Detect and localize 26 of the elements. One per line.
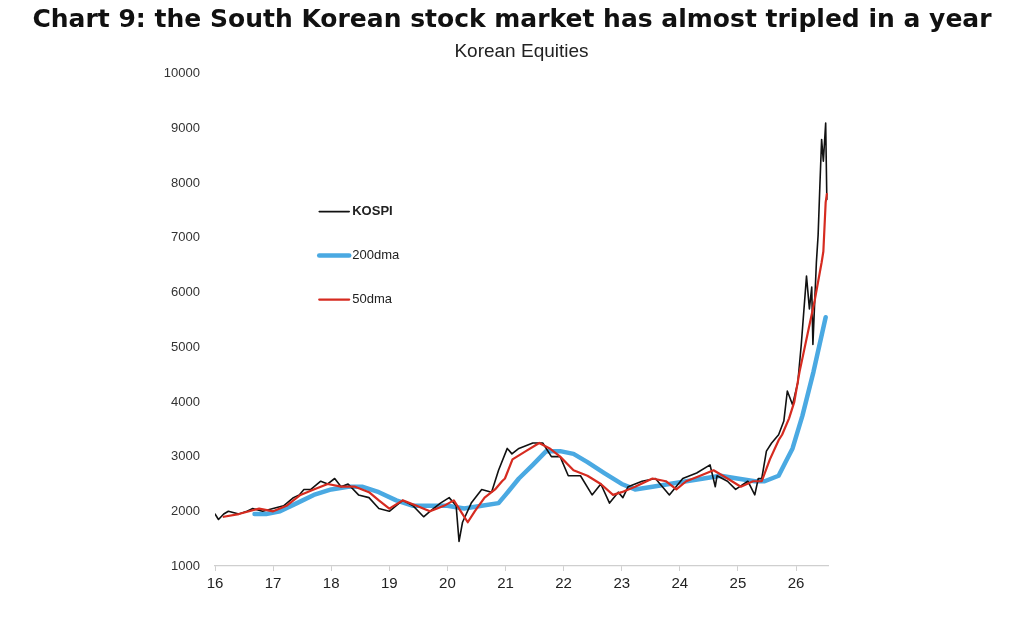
- y-tick-label: 1000: [171, 557, 200, 573]
- y-tick-label: 10000: [163, 65, 200, 81]
- y-tick-label: 5000: [171, 338, 200, 354]
- y-tick-label: 7000: [171, 229, 200, 245]
- x-tick-label: 25: [729, 574, 747, 592]
- x-tick-label: 23: [613, 574, 631, 592]
- x-tick-label: 16: [206, 574, 224, 592]
- y-tick-label: 9000: [171, 120, 200, 136]
- x-tick-label: 24: [671, 574, 689, 592]
- chart-title: Chart 9: the South Korean stock market has almost tripled in a year: [31, 4, 993, 34]
- legend-label: 50dma: [352, 291, 393, 307]
- x-tick-label: 20: [439, 574, 456, 592]
- x-tick-label: 19: [380, 574, 398, 592]
- y-tick-label: 4000: [171, 393, 200, 409]
- y-tick-label: 8000: [171, 174, 200, 190]
- legend-label: 200dma: [352, 247, 400, 263]
- y-tick-label: 2000: [171, 502, 200, 518]
- x-tick-label: 21: [497, 574, 514, 592]
- x-tick-label: 18: [322, 574, 340, 592]
- x-tick-label: 22: [555, 574, 572, 592]
- y-tick-label: 3000: [171, 448, 200, 464]
- chart-subtitle: Korean Equities: [454, 39, 589, 61]
- x-tick-label: 26: [787, 574, 805, 592]
- x-tick-label: 17: [264, 574, 282, 592]
- y-tick-label: 6000: [171, 284, 200, 300]
- legend-label: KOSPI: [352, 203, 393, 219]
